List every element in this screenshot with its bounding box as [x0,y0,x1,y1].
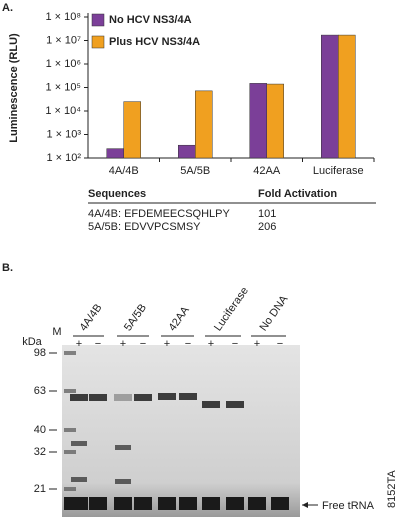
y-tick-label: 1 × 10⁵ [46,81,81,93]
fragment-band [71,477,87,482]
y-tick-label: 1 × 10⁸ [45,11,81,23]
product-band [179,393,197,400]
bar [123,101,141,159]
y-axis-label: Luminescence (RLU) [8,33,20,143]
marker-size: 32 [34,446,46,458]
marker-band [64,428,76,432]
panel-label: A. [2,2,13,14]
x-tick-label: 42AA [253,165,281,177]
product-band [158,393,176,400]
x-tick-label: Luciferase [313,165,364,177]
y-tick-label: 1 × 10⁴ [45,105,81,117]
marker-band [64,351,76,355]
lane-sign: − [95,338,101,350]
lane-label: Luciferase [212,285,251,333]
lane-sign: − [185,338,191,350]
product-band [70,394,88,401]
product-band [114,394,132,401]
table-cell: 5A/5B: EDVVPCSMSY [88,221,201,233]
marker-size: 98 [34,347,46,359]
fragment-band [71,441,87,446]
table-cell: 206 [258,221,276,233]
y-tick-label: 1 × 10⁶ [46,58,81,70]
unit-label: kDa [22,336,42,348]
bar [249,83,267,159]
marker-size: 40 [34,424,46,436]
x-tick-label: 5A/5B [180,165,210,177]
bar [321,34,339,159]
gel-background [62,345,300,517]
trna-band [226,497,244,510]
marker-size: 63 [34,385,46,397]
lane-sign: − [140,338,146,350]
lane-label: 42AA [167,304,193,333]
bar [195,90,213,159]
lane-sign: + [120,338,126,350]
lane-label: No DNA [258,293,291,333]
band-label: Free tRNA [322,500,375,512]
bar [106,148,124,159]
marker-size: 21 [34,483,46,495]
y-tick-label: 1 × 10³ [46,128,81,140]
lane-sign: + [76,338,82,350]
bar [338,34,356,159]
lane-sign: + [254,338,260,350]
trna-band [89,497,107,510]
bar [178,144,196,159]
bar [266,83,284,159]
product-band [89,394,107,401]
trna-band [134,497,152,510]
legend-label: Plus HCV NS3/4A [109,36,200,48]
marker-band [64,389,76,393]
trna-band [271,497,289,510]
lane-label: 4A/4B [78,302,105,333]
y-tick-label: 1 × 10² [46,152,81,164]
legend-label: No HCV NS3/4A [109,14,192,26]
panel-label: B. [2,262,13,274]
lane-sign: + [208,338,214,350]
x-tick-label: 4A/4B [109,165,139,177]
product-band [226,401,244,408]
lane-sign: + [164,338,170,350]
trna-band [202,497,220,510]
table-header: Sequences [88,188,146,200]
marker-band [64,487,76,491]
arrow-head [302,502,308,508]
trna-band [64,497,76,510]
figure-code: 8152TA [386,470,398,508]
table-cell: 101 [258,208,276,220]
fragment-band [115,445,131,450]
legend-swatch [91,35,105,49]
marker-band [64,450,76,454]
y-tick-label: 1 × 10⁷ [46,34,81,46]
lane-sign: − [277,338,283,350]
trna-band [179,497,197,510]
lane-sign: − [232,338,238,350]
product-band [202,401,220,408]
legend-swatch [91,13,105,27]
lane-label: 5A/5B [122,302,149,333]
trna-band [248,497,266,510]
trna-band [114,497,132,510]
product-band [134,394,152,401]
marker-label: M [52,326,61,338]
fragment-band [115,479,131,484]
table-header: Fold Activation [258,188,337,200]
trna-band [158,497,176,510]
table-cell: 4A/4B: EFDEMEECSQHLPY [88,208,230,220]
